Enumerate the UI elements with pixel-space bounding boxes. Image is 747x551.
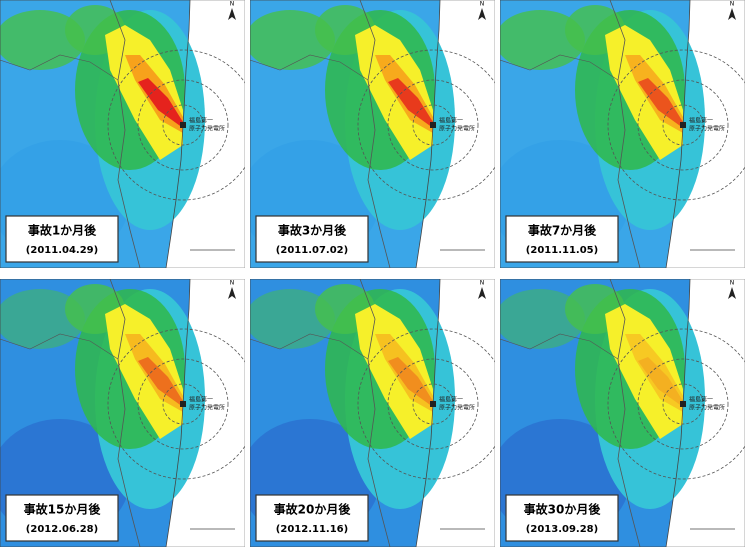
plant-label: 原子力発電所 [439,125,475,133]
north-label: N [730,280,735,287]
panel-date: (2011.11.05) [526,245,598,256]
map-grid: 福島第一原子力発電所N事故1か月後(2011.04.29)福島第一原子力発電所N… [0,0,747,547]
label-box: 事故1か月後 (2011.04.29) [6,216,118,262]
panel-title: 事故20か月後 [274,502,352,517]
panel-date: (2011.04.29) [26,245,98,256]
label-box: 事故3か月後 (2011.07.02) [256,216,368,262]
plant-marker [430,401,436,407]
north-label: N [230,280,235,287]
north-label: N [480,280,485,287]
plant-label: 原子力発電所 [689,404,725,412]
plant-label: 原子力発電所 [189,125,225,133]
north-label: N [230,1,235,8]
plant-label: 原子力発電所 [689,125,725,133]
plant-label: 福島第一 [689,117,713,125]
plant-label: 福島第一 [439,396,463,404]
plant-marker [180,122,186,128]
plant-label: 福島第一 [689,396,713,404]
panel-title: 事故7か月後 [528,223,597,238]
plant-label: 福島第一 [439,117,463,125]
plant-label: 福島第一 [189,117,213,125]
map-panel: 福島第一原子力発電所 N 事故3か月後 (2011.07.02) [240,0,508,268]
plant-label: 原子力発電所 [439,404,475,412]
panel-title: 事故1か月後 [28,223,97,238]
north-label: N [730,1,735,8]
panel-date: (2012.06.28) [26,524,98,535]
plant-marker [680,122,686,128]
plant-marker [680,401,686,407]
label-box: 事故15か月後 (2012.06.28) [6,495,118,541]
plant-marker [180,401,186,407]
label-box: 事故30か月後 (2013.09.28) [506,495,618,541]
plant-label: 原子力発電所 [189,404,225,412]
panel-date: (2011.07.02) [276,245,348,256]
panel-title: 事故30か月後 [524,502,602,517]
panel-title: 事故3か月後 [278,223,347,238]
north-label: N [480,1,485,8]
plant-label: 福島第一 [189,396,213,404]
panel-date: (2013.09.28) [526,524,598,535]
label-box: 事故20か月後 (2012.11.16) [256,495,368,541]
plant-marker [430,122,436,128]
panel-date: (2012.11.16) [276,524,348,535]
label-box: 事故7か月後 (2011.11.05) [506,216,618,262]
panel-title: 事故15か月後 [24,502,102,517]
